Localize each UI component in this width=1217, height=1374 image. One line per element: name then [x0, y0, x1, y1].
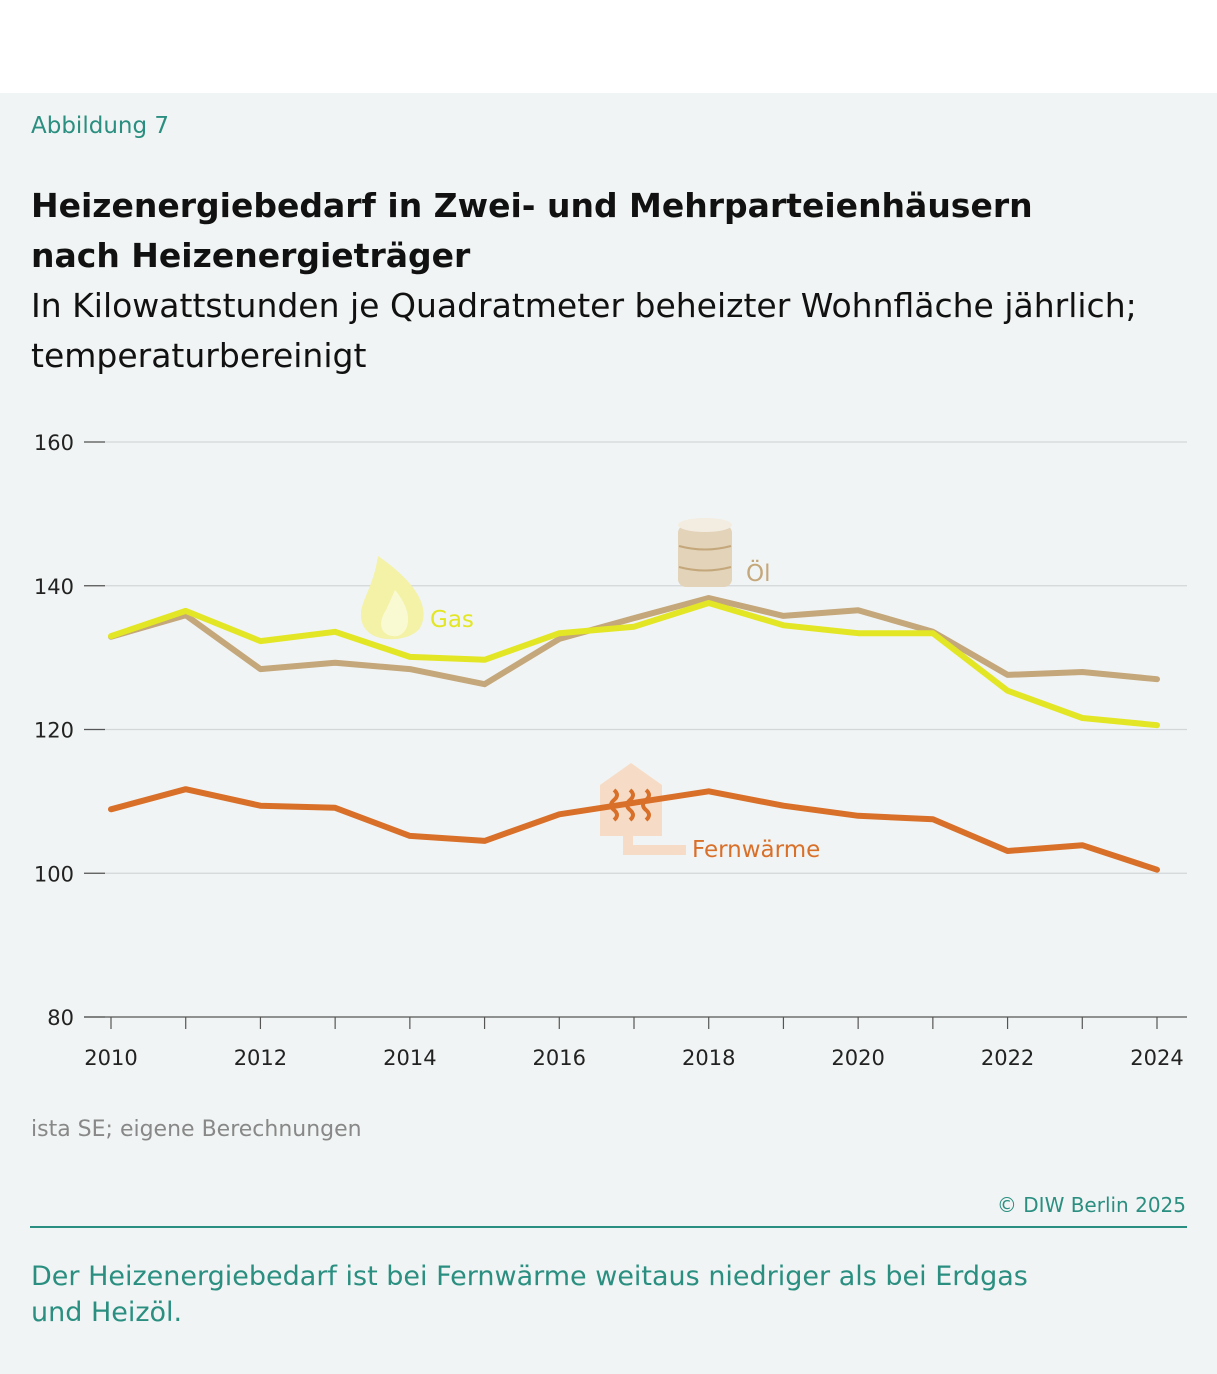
oil-barrel-icon: [678, 518, 732, 587]
x-tick-label: 2014: [383, 1046, 436, 1070]
series-line-0: [108, 600, 1160, 729]
y-tick-label: 120: [34, 719, 74, 743]
divider: [30, 1226, 1187, 1228]
x-tick-label: 2024: [1130, 1046, 1183, 1070]
x-tick-label: 2018: [682, 1046, 735, 1070]
x-tick-label: 2016: [533, 1046, 586, 1070]
y-tick-label: 80: [47, 1006, 74, 1030]
figure-label: Abbildung 7: [31, 113, 170, 139]
caption: Der Heizenergiebedarf ist bei Fernwärme …: [31, 1261, 1028, 1328]
x-tick-label: 2022: [981, 1046, 1034, 1070]
x-tick-label: 2020: [831, 1046, 884, 1070]
barrel-rings: [678, 545, 732, 572]
copyright: © DIW Berlin 2025: [996, 1193, 1186, 1217]
series-label: Gas: [430, 607, 474, 633]
barrel-top: [678, 518, 732, 532]
flame-icon: [360, 556, 424, 640]
source-note: ista SE; eigene Berechnungen: [31, 1117, 362, 1142]
heat-wave: [641, 788, 651, 822]
pipe-shape: [623, 836, 686, 855]
figure-panel: Abbildung 7 Heizenergiebedarf in Zwei- u…: [0, 93, 1217, 1374]
x-tick-label: 2010: [84, 1046, 137, 1070]
y-tick-label: 160: [34, 431, 74, 455]
chart-title: Heizenergiebedarf in Zwei- und Mehrparte…: [31, 186, 1033, 275]
barrel-body: [678, 525, 732, 587]
series-label: Fernwärme: [692, 837, 820, 863]
series-label: Öl: [746, 559, 771, 587]
y-tick-label: 100: [34, 862, 74, 886]
x-tick-label: 2012: [234, 1046, 287, 1070]
flame-inner: [381, 590, 409, 637]
y-tick-label: 140: [34, 575, 74, 599]
chart-subtitle: In Kilowattstunden je Quadratmeter behei…: [31, 286, 1137, 375]
